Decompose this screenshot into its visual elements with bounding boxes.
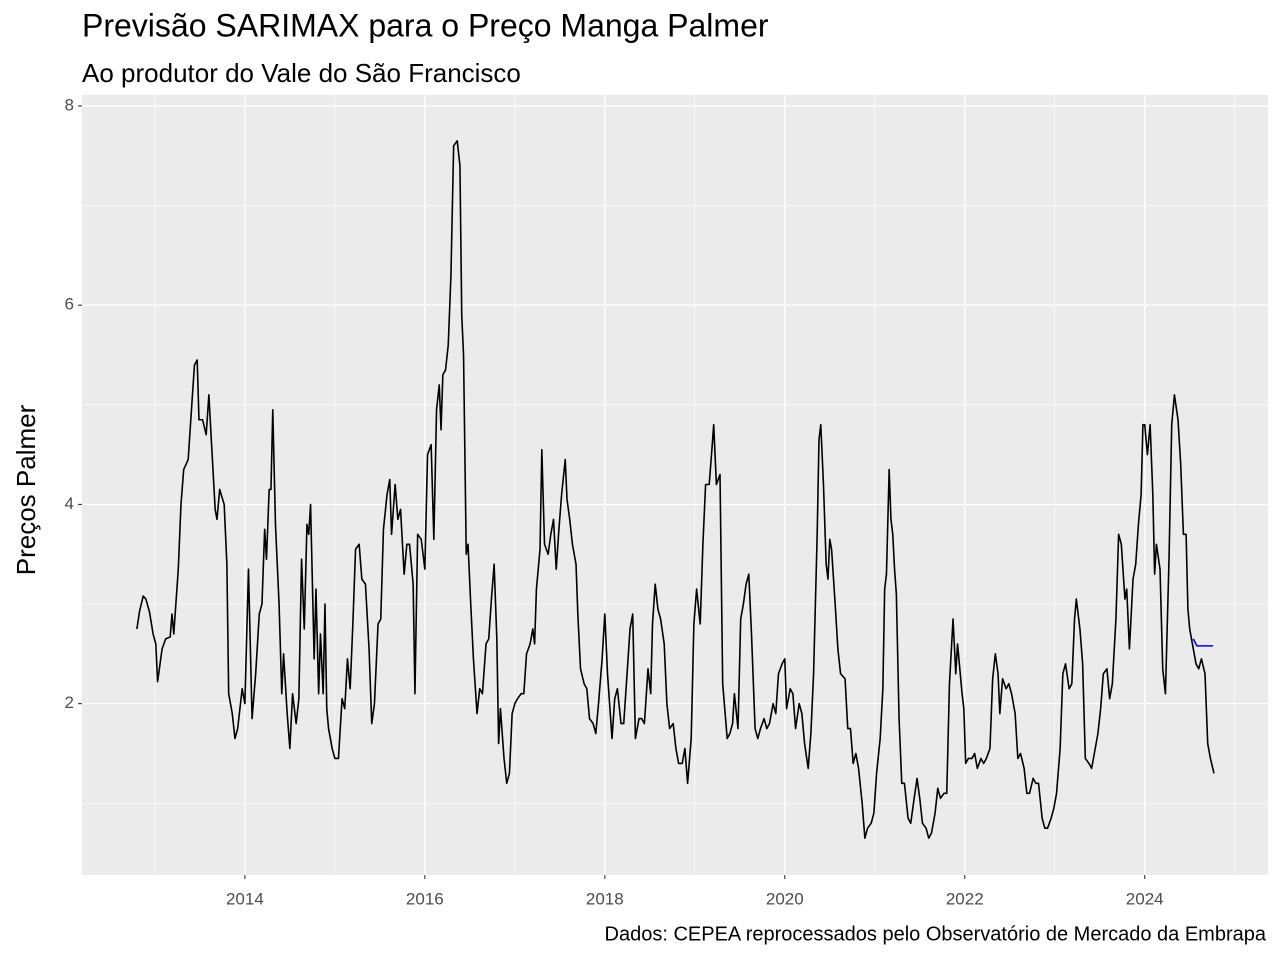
series-line — [1192, 638, 1214, 647]
plot-panel — [82, 95, 1268, 875]
x-tick-label: 2014 — [226, 889, 264, 908]
y-tick-label: 4 — [65, 494, 74, 513]
y-tick-label: 2 — [65, 693, 74, 712]
chart-subtitle: Ao produtor do Vale do São Francisco — [82, 58, 521, 88]
y-tick-label: 6 — [65, 295, 74, 314]
x-tick-label: 2024 — [1126, 889, 1164, 908]
x-tick-label: 2022 — [946, 889, 984, 908]
grid — [82, 95, 1268, 875]
series-line — [136, 140, 1215, 839]
caption: Dados: CEPEA reprocessados pelo Observat… — [605, 923, 1267, 945]
marks — [136, 140, 1215, 839]
x-tick-label: 2018 — [586, 889, 624, 908]
chart-title: Previsão SARIMAX para o Preço Manga Palm… — [82, 7, 769, 43]
y-tick-label: 8 — [65, 95, 74, 114]
x-tick-label: 2020 — [766, 889, 804, 908]
x-tick-label: 2016 — [406, 889, 444, 908]
y-axis-label: Preços Palmer — [11, 404, 41, 575]
